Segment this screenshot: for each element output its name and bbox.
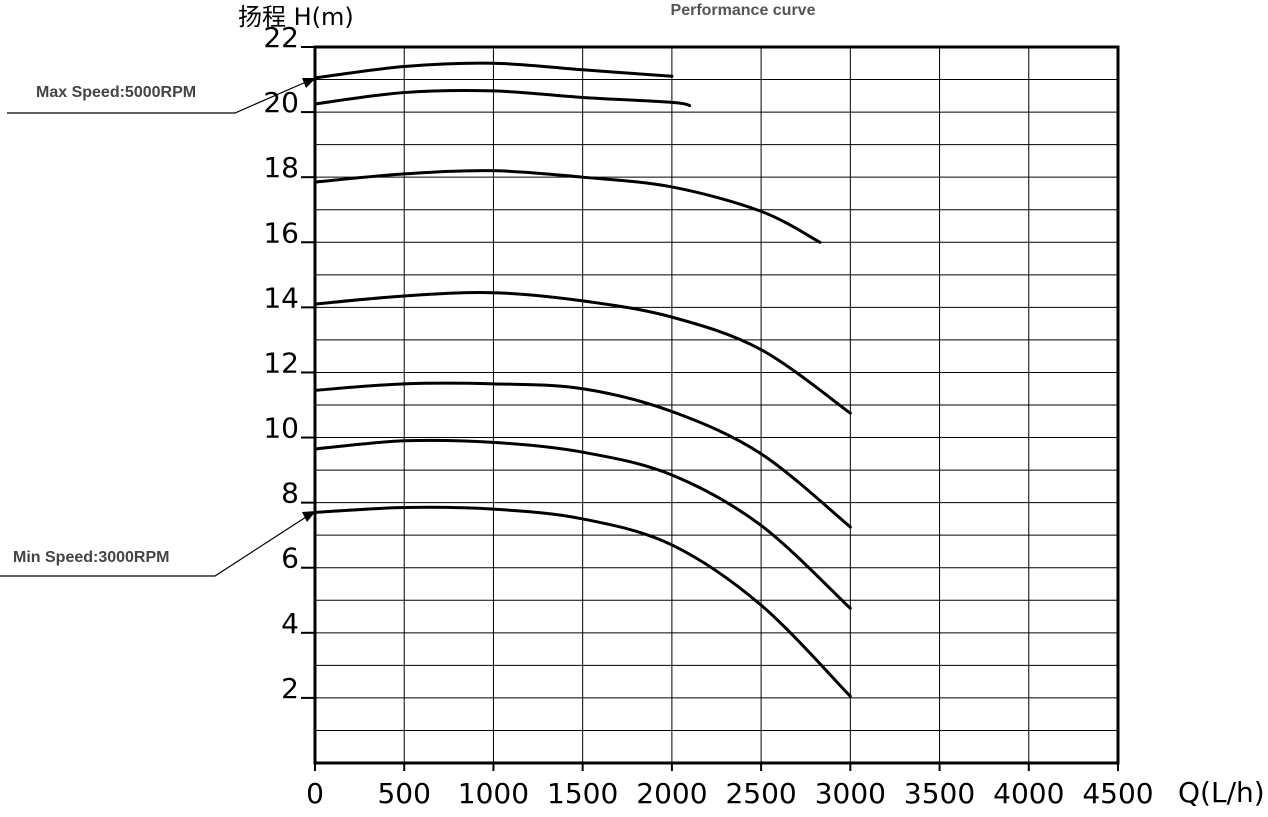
y-tick-label: 14 [263, 281, 299, 314]
x-tick-label: 4500 [1082, 777, 1153, 810]
arrow-head [302, 78, 316, 88]
annotation: Min Speed:3000RPM [13, 549, 169, 566]
x-tick-label: 500 [377, 777, 430, 810]
x-tick-label: 1000 [458, 777, 529, 810]
y-tick-label: 2 [281, 672, 299, 705]
x-tick-label: 3000 [815, 777, 886, 810]
x-tick-label: 4000 [993, 777, 1064, 810]
curve [313, 61, 674, 80]
curve [313, 438, 852, 610]
chart-title: Performance curve [671, 2, 816, 19]
curve [313, 381, 852, 529]
x-axis-label: Q(L/h) [1178, 776, 1265, 809]
annotation-leader [7, 81, 307, 114]
x-tick-label: 1500 [547, 777, 618, 810]
curve [313, 169, 822, 244]
x-tick-label: 2500 [725, 777, 796, 810]
arrow-head [302, 511, 316, 522]
x-tick-label: 3500 [904, 777, 975, 810]
annotation-leader [0, 516, 307, 577]
y-tick-label: 22 [263, 21, 299, 54]
y-tick-label: 6 [281, 542, 299, 575]
x-tick-label: 0 [306, 777, 324, 810]
annotation: Max Speed:5000RPM [36, 84, 196, 101]
y-axis-label: 扬程 H(m) [238, 3, 354, 31]
y-tick-label: 16 [263, 216, 299, 249]
x-tick-label: 2000 [636, 777, 707, 810]
curve [313, 291, 852, 415]
y-tick-label: 20 [263, 86, 299, 119]
y-tick-label: 10 [263, 412, 299, 445]
y-tick-label: 18 [263, 151, 299, 184]
y-tick-label: 12 [263, 346, 299, 379]
y-tick-label: 4 [281, 607, 299, 640]
curve [313, 89, 692, 108]
y-tick-label: 8 [281, 477, 299, 510]
plot-frame [313, 45, 1120, 765]
curve [313, 505, 852, 698]
